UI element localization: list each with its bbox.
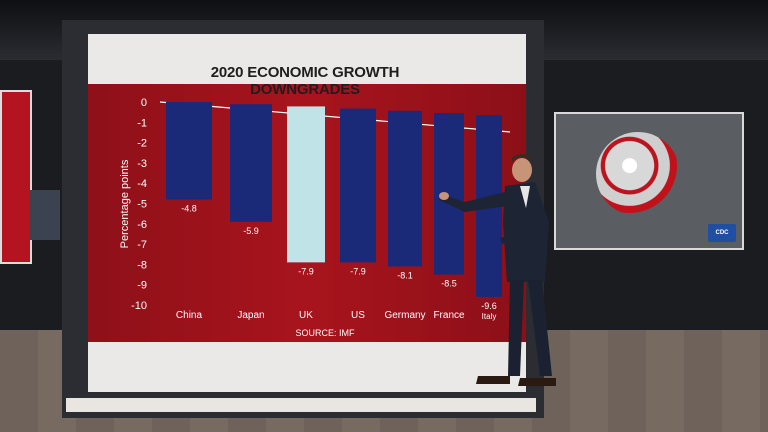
y-tick-label: -1: [137, 117, 147, 129]
y-tick-label: -8: [137, 259, 147, 271]
chart-title: 2020 ECONOMIC GROWTH DOWNGRADES: [210, 64, 400, 98]
category-label: UK: [299, 310, 313, 321]
left-side-screen: [0, 90, 32, 264]
value-label: -8.1: [397, 270, 413, 280]
y-axis-label: Percentage points: [119, 159, 131, 248]
y-tick-label: -5: [137, 199, 147, 211]
bar-france: [434, 113, 464, 275]
y-tick-label: -2: [137, 138, 147, 150]
y-tick-label: 0: [141, 97, 147, 109]
presenter-figure: [439, 154, 556, 386]
y-tick-label: -4: [137, 178, 147, 190]
bar-germany: [388, 110, 422, 267]
value-label: -8.5: [441, 279, 457, 289]
category-label: France: [433, 310, 465, 321]
y-tick-label: -9: [137, 280, 147, 292]
value-label: -9.6: [481, 301, 497, 311]
category-label: Germany: [384, 310, 425, 321]
bar-japan: [230, 104, 272, 222]
y-tick-label: -6: [137, 219, 147, 231]
coronavirus-icon: [596, 132, 680, 216]
bar-us: [340, 108, 376, 263]
bar-china: [166, 102, 212, 200]
bar-uk: [287, 106, 325, 263]
value-label: -5.9: [243, 226, 259, 236]
y-tick-label: -10: [131, 300, 147, 312]
y-tick-label: -3: [137, 158, 147, 170]
category-label: China: [176, 310, 203, 321]
value-label: -7.9: [298, 266, 314, 276]
category-label: US: [351, 310, 365, 321]
video-wall-base-light: [66, 398, 536, 412]
category-label: Italy: [482, 312, 497, 321]
coronavirus-screen: CDC: [554, 112, 744, 250]
y-tick-label: -7: [137, 239, 147, 251]
value-label: -4.8: [181, 203, 197, 213]
background-monitors: [30, 190, 60, 240]
chart-source: SOURCE: IMF: [295, 328, 355, 338]
category-label: Japan: [237, 310, 264, 321]
cdc-logo-icon: CDC: [708, 224, 736, 242]
value-label: -7.9: [350, 266, 366, 276]
